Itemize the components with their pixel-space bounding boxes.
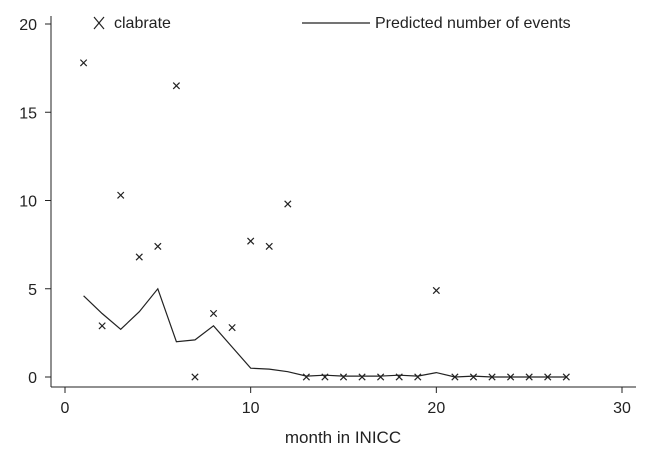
x-tick-label: 10 bbox=[242, 400, 260, 417]
y-tick-label: 10 bbox=[19, 194, 37, 211]
clabrate-point bbox=[79, 59, 88, 67]
clabrate-point bbox=[469, 373, 478, 381]
y-tick-label: 5 bbox=[28, 282, 37, 299]
clabrate-point bbox=[432, 286, 440, 295]
y-axis-ticks: 0 5 10 15 20 bbox=[19, 17, 51, 387]
y-tick-label: 15 bbox=[19, 105, 37, 122]
clabrate-point bbox=[265, 242, 273, 251]
clabrate-point bbox=[209, 309, 218, 318]
clabrate-point bbox=[135, 253, 143, 261]
clabrate-point bbox=[98, 322, 106, 330]
x-axis-ticks: 0 10 20 30 bbox=[61, 387, 631, 417]
x-tick-label: 30 bbox=[613, 400, 631, 417]
x-axis-title: month in INICC bbox=[285, 428, 401, 447]
clabrate-point bbox=[488, 373, 496, 381]
clabrate-point bbox=[544, 373, 552, 381]
x-tick-label: 20 bbox=[427, 400, 445, 417]
clabrate-point bbox=[154, 242, 162, 251]
legend: clabrate Predicted number of events bbox=[93, 15, 571, 32]
clabrate-point bbox=[525, 373, 533, 381]
clabrate-point bbox=[339, 373, 348, 381]
clabrate-point bbox=[358, 373, 366, 381]
clabrate-point bbox=[321, 373, 329, 381]
clabrate-point bbox=[562, 373, 570, 381]
legend-marker-clabrate bbox=[93, 16, 105, 30]
clabrate-point bbox=[247, 237, 255, 245]
clabrate-point bbox=[414, 373, 422, 381]
clabrate-point bbox=[451, 373, 459, 381]
legend-label-predicted: Predicted number of events bbox=[375, 15, 571, 32]
predicted-events-line bbox=[83, 287, 567, 378]
clabrate-point bbox=[302, 373, 310, 381]
x-tick-label: 0 bbox=[61, 400, 70, 417]
y-tick-label: 0 bbox=[28, 370, 37, 387]
clabrate-point bbox=[395, 373, 403, 381]
clabrate-point bbox=[191, 373, 199, 381]
clabrate-point bbox=[228, 323, 236, 332]
clabrate-point bbox=[172, 82, 181, 90]
axes bbox=[50, 16, 636, 388]
clabrate-point bbox=[117, 191, 125, 199]
clabrate-point bbox=[377, 373, 385, 381]
clabrate-point bbox=[284, 200, 292, 208]
legend-label-clabrate: clabrate bbox=[114, 15, 171, 32]
clabrate-point bbox=[506, 373, 515, 381]
plot-area bbox=[79, 59, 570, 381]
y-tick-label: 20 bbox=[19, 17, 37, 34]
